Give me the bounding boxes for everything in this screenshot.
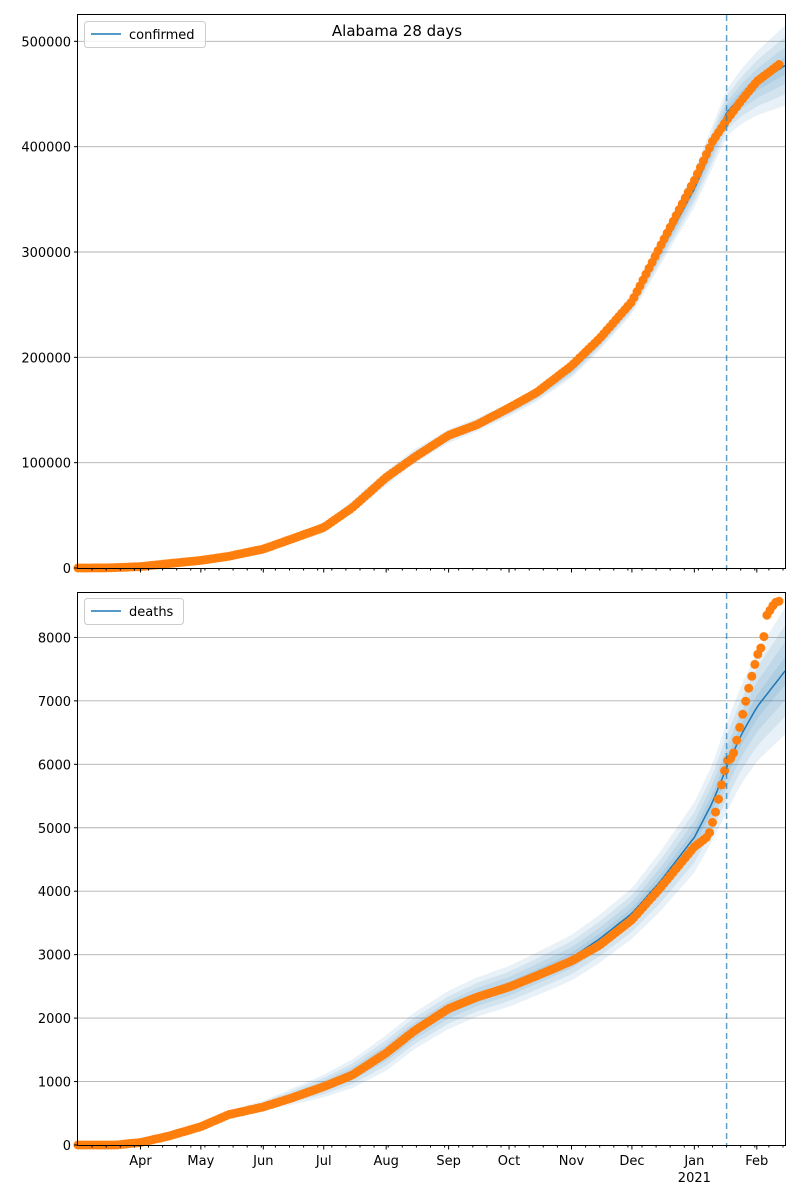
legend-label-confirmed: confirmed	[129, 28, 195, 43]
observed-point	[708, 817, 717, 827]
uncertainty-band	[78, 625, 785, 1145]
confirmed-panel: 0 100000 200000 300000 400000 500000 confirme…	[21, 14, 786, 577]
uncertainty-band	[78, 641, 785, 1145]
y-tick-label: 200000	[21, 351, 71, 366]
observed-point	[714, 794, 723, 804]
observed-point	[744, 683, 754, 693]
uncertainty-band	[78, 56, 785, 569]
model-line	[78, 64, 786, 569]
x-tick-label: Feb	[745, 1154, 768, 1169]
deaths-plot-area	[77, 592, 786, 1146]
y-tick-label: 0	[63, 1139, 71, 1154]
x-tick-label: Dec	[619, 1154, 644, 1169]
x-tick-label: Sep	[436, 1154, 461, 1169]
observed-point	[717, 780, 727, 790]
observed-point	[705, 828, 714, 838]
observed-point	[735, 722, 745, 732]
deaths-legend: deaths	[84, 598, 184, 625]
observed-point	[774, 596, 784, 606]
uncertainty-band	[78, 657, 785, 1145]
observed-point	[738, 709, 748, 719]
observed-point	[729, 748, 739, 758]
deaths-panel: 0 1000 2000 3000 4000 5000 6000 7000 8000 Apr May J…	[38, 592, 786, 1186]
observed-point	[711, 807, 720, 817]
y-tick-label: 5000	[38, 822, 71, 837]
chart-title: Alabama 28 days	[332, 22, 462, 40]
y-tick-label: 100000	[21, 457, 71, 472]
observed-point	[732, 735, 742, 745]
x-tick-label: Oct	[498, 1154, 520, 1169]
y-tick-label: 7000	[38, 695, 71, 710]
y-tick-label: 400000	[21, 141, 71, 156]
x-tick-label: Aug	[373, 1154, 398, 1169]
y-tick-label: 3000	[38, 949, 71, 964]
y-tick-label: 4000	[38, 885, 71, 900]
x-tick-label: Jul	[315, 1154, 332, 1169]
x-tick-label: Jan	[683, 1154, 704, 1169]
y-tick-label: 1000	[38, 1076, 71, 1091]
y-tick-label: 2000	[38, 1012, 71, 1027]
observed-point	[750, 659, 760, 669]
observed-point	[741, 696, 751, 706]
y-tick-label: 500000	[21, 35, 71, 50]
confirmed-plot-area	[77, 14, 786, 569]
x-tick-label: May	[187, 1154, 214, 1169]
uncertainty-band	[78, 25, 785, 568]
observed-point	[774, 60, 784, 69]
observed-point	[747, 671, 757, 681]
model-line	[78, 670, 786, 1146]
x-tick-label: Jun	[252, 1154, 273, 1169]
y-tick-label: 6000	[38, 758, 71, 773]
observed-point	[756, 643, 766, 653]
observed-point	[759, 632, 769, 642]
x-tick-label: Apr	[129, 1154, 152, 1169]
observed-point	[720, 766, 730, 776]
uncertainty-band	[78, 47, 785, 569]
legend-label-deaths: deaths	[129, 605, 174, 620]
y-tick-label: 300000	[21, 246, 71, 261]
confirmed-legend: confirmed	[84, 21, 206, 48]
uncertainty-band	[78, 36, 785, 568]
x-year-label: 2021	[678, 1171, 711, 1186]
x-tick-label: Nov	[559, 1154, 585, 1169]
uncertainty-band	[78, 607, 785, 1145]
y-tick-label: 8000	[38, 631, 71, 646]
y-tick-label: 0	[63, 562, 71, 577]
